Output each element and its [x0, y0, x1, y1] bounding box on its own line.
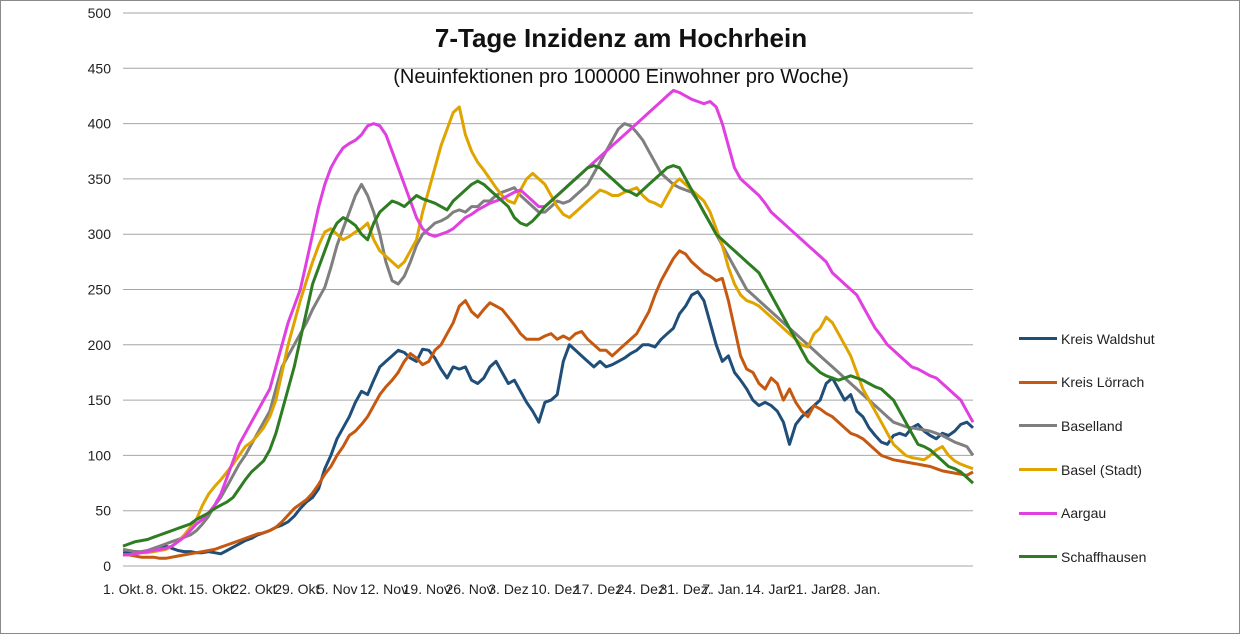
x-tick-label: 26. Nov: [445, 581, 493, 597]
x-tick-label: 28. Jan.: [831, 581, 881, 597]
chart-subtitle: (Neuinfektionen pro 100000 Einwohner pro…: [393, 66, 848, 88]
y-tick-label: 500: [88, 5, 112, 21]
x-tick-label: 5. Nov: [317, 581, 357, 597]
y-tick-label: 300: [88, 226, 112, 242]
chart-title: 7-Tage Inzidenz am Hochrhein: [435, 23, 807, 53]
x-tick-label: 8. Okt.: [146, 581, 187, 597]
legend-swatch: [1019, 424, 1057, 428]
legend-item-kreis-waldshut: Kreis Waldshut: [1019, 317, 1229, 361]
legend-label: Baselland: [1061, 417, 1123, 434]
y-tick-label: 150: [88, 392, 112, 408]
y-tick-label: 400: [88, 116, 112, 132]
series-layer: [122, 88, 975, 560]
y-tick-label: 450: [88, 60, 112, 76]
y-tick-label: 200: [88, 337, 112, 353]
legend-swatch: [1019, 468, 1057, 472]
series-line-baselland: [122, 122, 975, 554]
legend-item-kreis-loerrach: Kreis Lörrach: [1019, 361, 1229, 405]
x-tick-label: 29. Okt: [274, 581, 319, 597]
x-tick-label: 21. Jan: [788, 581, 834, 597]
legend: Kreis Waldshut Kreis Lörrach Baselland B…: [1019, 317, 1229, 579]
x-tick-label: 15. Okt: [189, 581, 234, 597]
grid-layer: [123, 12, 973, 567]
x-tick-label: 3. Dez: [488, 581, 528, 597]
legend-swatch: [1019, 337, 1057, 341]
x-tick-label: 31. Dez.: [659, 581, 711, 597]
legend-label: Aargau: [1061, 505, 1107, 522]
legend-swatch: [1019, 380, 1057, 384]
series-line-basel-stadt-: [123, 105, 974, 557]
y-tick-label: 350: [88, 171, 112, 187]
legend-item-basel-stadt: Basel (Stadt): [1019, 448, 1229, 492]
series-line-kreis-l-rrach: [123, 249, 974, 560]
x-tick-label: 22. Okt: [231, 581, 276, 597]
x-tick-label: 12. Nov: [360, 581, 408, 597]
legend-label: Basel (Stadt): [1061, 461, 1142, 478]
y-axis-ticks: 0 50 100 150 200 250 300 350 400 450 500: [88, 5, 112, 574]
x-tick-label: 24. Dez: [617, 581, 665, 597]
y-tick-label: 50: [95, 503, 111, 519]
legend-item-schaffhausen: Schaffhausen: [1019, 535, 1229, 579]
legend-label: Schaffhausen: [1061, 548, 1147, 565]
x-tick-label: 10. Dez: [531, 581, 579, 597]
series-line-schaffhausen: [122, 164, 975, 548]
x-tick-label: 1. Okt.: [103, 581, 144, 597]
x-tick-label: 7. Jan.: [702, 581, 744, 597]
legend-label: Kreis Waldshut: [1061, 330, 1155, 347]
x-tick-label: 19. Nov: [403, 581, 451, 597]
x-tick-label: 14. Jan: [745, 581, 791, 597]
legend-item-baselland: Baselland: [1019, 404, 1229, 448]
y-tick-label: 250: [88, 282, 112, 298]
x-tick-label: 17. Dez: [574, 581, 622, 597]
series-line-aargau: [123, 88, 975, 557]
legend-item-aargau: Aargau: [1019, 491, 1229, 535]
legend-label: Kreis Lörrach: [1061, 374, 1145, 391]
y-tick-label: 100: [88, 447, 112, 463]
legend-swatch: [1019, 511, 1057, 515]
y-tick-label: 0: [103, 558, 111, 574]
legend-swatch: [1019, 555, 1057, 559]
